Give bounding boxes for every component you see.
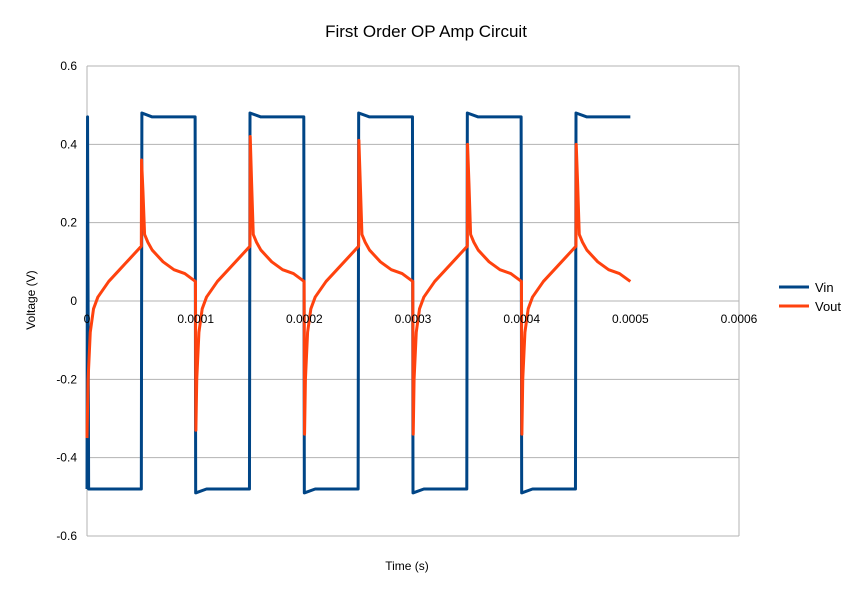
- y-tick-label: 0.4: [60, 137, 77, 151]
- x-tick-label: 0.0004: [503, 312, 540, 326]
- y-tick-label: -0.6: [56, 529, 77, 543]
- y-axis-label: Voltage (V): [24, 270, 38, 329]
- y-tick-label: 0.2: [60, 216, 77, 230]
- x-axis-label: Time (s): [385, 559, 429, 573]
- x-tick-label: 0: [84, 312, 91, 326]
- series-layer: [85, 111, 632, 495]
- y-tick-label: 0.6: [60, 59, 77, 73]
- legend-label-vout: Vout: [815, 299, 841, 314]
- x-tick-label: 0.0002: [286, 312, 323, 326]
- x-tick-label: 0.0005: [612, 312, 649, 326]
- legend: Vin Vout: [779, 280, 841, 314]
- y-tick-label: 0: [70, 294, 77, 308]
- x-tick-label: 0.0001: [177, 312, 214, 326]
- y-tick-label: -0.2: [56, 372, 77, 386]
- legend-label-vin: Vin: [815, 280, 834, 295]
- x-tick-labels: 0 0.0001 0.0002 0.0003 0.0004 0.0005 0.0006: [84, 312, 758, 326]
- y-tick-label: -0.4: [56, 451, 77, 465]
- series-line-vout: [85, 135, 632, 439]
- x-tick-label: 0.0003: [395, 312, 432, 326]
- chart-title: First Order OP Amp Circuit: [325, 22, 527, 41]
- series-line-vin: [85, 111, 631, 495]
- x-tick-label: 0.0006: [721, 312, 758, 326]
- y-tick-labels: 0.6 0.4 0.2 0 -0.2 -0.4 -0.6: [56, 59, 77, 543]
